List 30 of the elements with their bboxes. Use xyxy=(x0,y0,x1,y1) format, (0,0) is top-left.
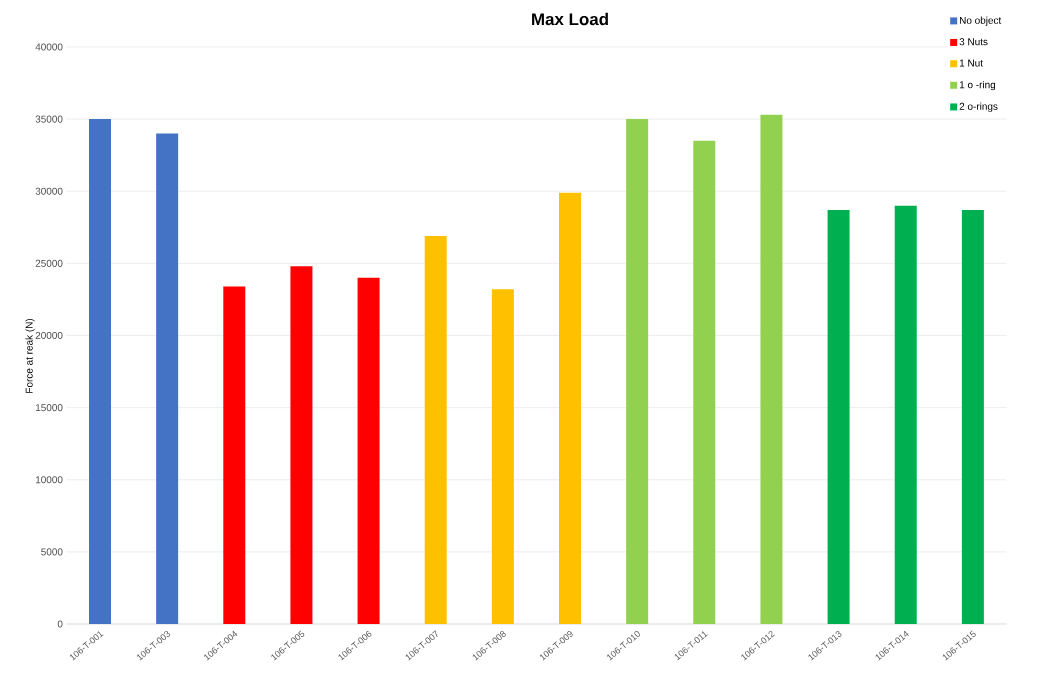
y-tick-label: 5000 xyxy=(41,548,63,556)
bar xyxy=(89,119,112,624)
y-tick-label: 40000 xyxy=(35,43,63,51)
y-tick-label: 20000 xyxy=(35,331,63,340)
chart-title: Max Load xyxy=(532,12,608,26)
bar xyxy=(894,205,917,624)
y-tick-label: 10000 xyxy=(35,476,63,484)
y-axis-title: Force at reak (N) xyxy=(25,318,35,393)
legend-label: No object xyxy=(959,16,1002,26)
bar xyxy=(693,140,716,624)
y-tick-label: 0 xyxy=(57,620,63,628)
bar xyxy=(290,266,313,624)
y-tick-label: 35000 xyxy=(35,115,63,123)
bar xyxy=(626,119,649,624)
bar xyxy=(827,209,850,624)
y-tick-label: 30000 xyxy=(35,187,63,195)
bar xyxy=(357,277,380,624)
bar xyxy=(156,133,179,624)
bar xyxy=(760,114,783,624)
bar xyxy=(961,209,984,624)
y-tick-label: 25000 xyxy=(35,259,63,267)
legend-label: 1 o -ring xyxy=(959,80,996,91)
bar xyxy=(559,192,582,624)
bar xyxy=(491,289,514,624)
legend-label: 2 o-rings xyxy=(959,102,998,112)
legend-label: 1 Nut xyxy=(959,59,983,67)
legend-label: 3 Nuts xyxy=(959,38,988,46)
bar xyxy=(223,286,246,624)
bar xyxy=(424,235,447,624)
y-tick-label: 15000 xyxy=(35,404,63,412)
